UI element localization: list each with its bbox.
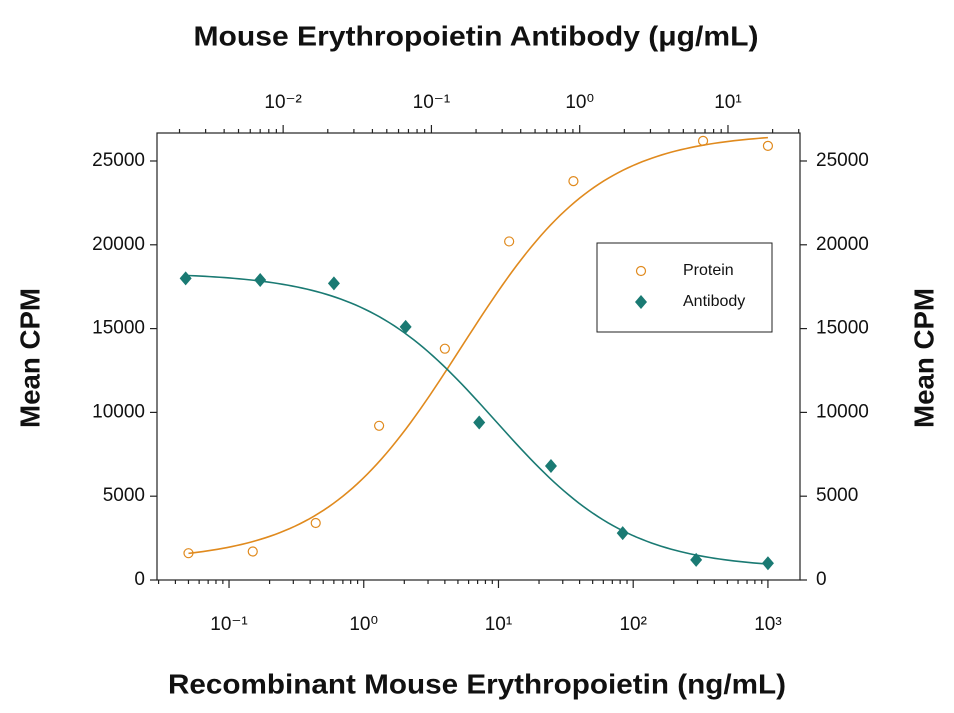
top-axis-title: Mouse Erythropoietin Antibody (μg/mL) — [194, 20, 759, 51]
x-tick-label: 10¹ — [485, 614, 512, 635]
x2-tick-label: 10⁻¹ — [413, 92, 451, 113]
x2-tick-label: 10⁰ — [565, 92, 594, 113]
y-tick-label: 5000 — [103, 485, 145, 506]
data-point — [399, 319, 412, 334]
y-axis-title: Mean CPM — [14, 288, 45, 428]
x-tick-label: 10⁻¹ — [210, 614, 248, 635]
legend-label: Antibody — [683, 293, 745, 310]
data-point — [183, 548, 194, 559]
x2-tick-label: 10¹ — [714, 92, 741, 113]
data-point — [568, 176, 579, 187]
y-tick-label: 10000 — [92, 401, 145, 422]
data-point — [179, 271, 192, 286]
data-point — [690, 552, 703, 567]
y2-tick-label: 10000 — [816, 401, 869, 422]
data-point — [327, 276, 340, 291]
x-axis-title: Recombinant Mouse Erythropoietin (ng/mL) — [168, 668, 786, 699]
data-point — [697, 135, 709, 146]
y-tick-label: 25000 — [92, 150, 145, 171]
x2-tick-label: 10⁻² — [264, 92, 302, 113]
legend-marker — [635, 265, 647, 277]
data-point — [310, 517, 321, 529]
data-point — [439, 343, 450, 354]
data-point — [374, 420, 385, 431]
data-point — [544, 459, 557, 474]
x-tick-label: 10² — [619, 614, 646, 635]
y2-tick-label: 25000 — [816, 150, 869, 171]
data-point — [247, 546, 258, 557]
data-point — [616, 526, 629, 541]
y-tick-label: 0 — [134, 569, 145, 590]
data-point — [761, 556, 774, 571]
y2-tick-label: 5000 — [816, 485, 858, 506]
y2-axis-title: Mean CPM — [908, 288, 939, 428]
data-point — [254, 272, 267, 287]
x-tick-label: 10³ — [754, 614, 781, 635]
plot-frame — [156, 132, 801, 581]
fit-curve — [188, 136, 768, 555]
y-tick-label: 15000 — [92, 318, 145, 339]
legend-label: Protein — [683, 262, 734, 279]
y2-tick-label: 20000 — [816, 234, 869, 255]
fit-curve — [185, 274, 769, 565]
legend-marker — [635, 295, 647, 309]
y2-tick-label: 0 — [816, 569, 827, 590]
data-point — [473, 415, 486, 430]
data-point — [762, 140, 774, 152]
y-tick-label: 20000 — [92, 234, 145, 255]
legend-box — [596, 242, 773, 333]
data-point — [504, 236, 515, 247]
x-tick-label: 10⁰ — [349, 614, 378, 635]
y2-tick-label: 15000 — [816, 318, 869, 339]
